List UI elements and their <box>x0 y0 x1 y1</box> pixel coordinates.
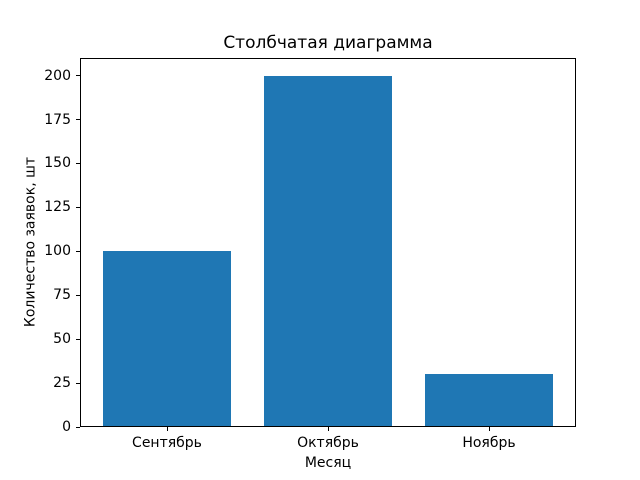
y-tick-label: 75 <box>53 287 71 304</box>
y-tick-mark <box>76 250 80 252</box>
y-tick-label: 200 <box>44 67 71 84</box>
y-tick-mark <box>76 162 80 164</box>
y-tick-mark <box>76 119 80 120</box>
y-tick-mark <box>76 426 80 428</box>
bar-Ноябрь <box>424 374 554 427</box>
x-tick-mark <box>167 427 168 431</box>
y-tick-mark <box>76 206 80 208</box>
y-tick-mark <box>76 75 80 77</box>
bar-Сентябрь <box>102 251 232 427</box>
y-tick-label: 0 <box>62 419 71 435</box>
y-tick-label: 25 <box>53 375 71 392</box>
bar-Октябрь <box>263 75 393 427</box>
y-tick-mark <box>76 382 80 384</box>
x-axis-label: Месяц <box>304 455 352 471</box>
y-tick-mark <box>76 294 80 296</box>
y-tick-label: 150 <box>44 155 71 172</box>
y-tick-label: 50 <box>53 331 71 348</box>
x-tick-mark <box>489 427 490 431</box>
chart-title: Столбчатая диаграмма <box>223 33 433 53</box>
plot-area <box>80 58 576 427</box>
y-tick-label: 100 <box>44 243 71 260</box>
x-tick-label: Ноябрь <box>462 435 516 451</box>
x-tick-mark <box>328 427 329 431</box>
x-tick-label: Сентябрь <box>132 435 202 451</box>
y-tick-mark <box>76 338 80 340</box>
x-tick-label: Октябрь <box>297 435 359 451</box>
y-tick-label: 125 <box>44 199 71 216</box>
y-tick-label: 175 <box>44 111 71 128</box>
